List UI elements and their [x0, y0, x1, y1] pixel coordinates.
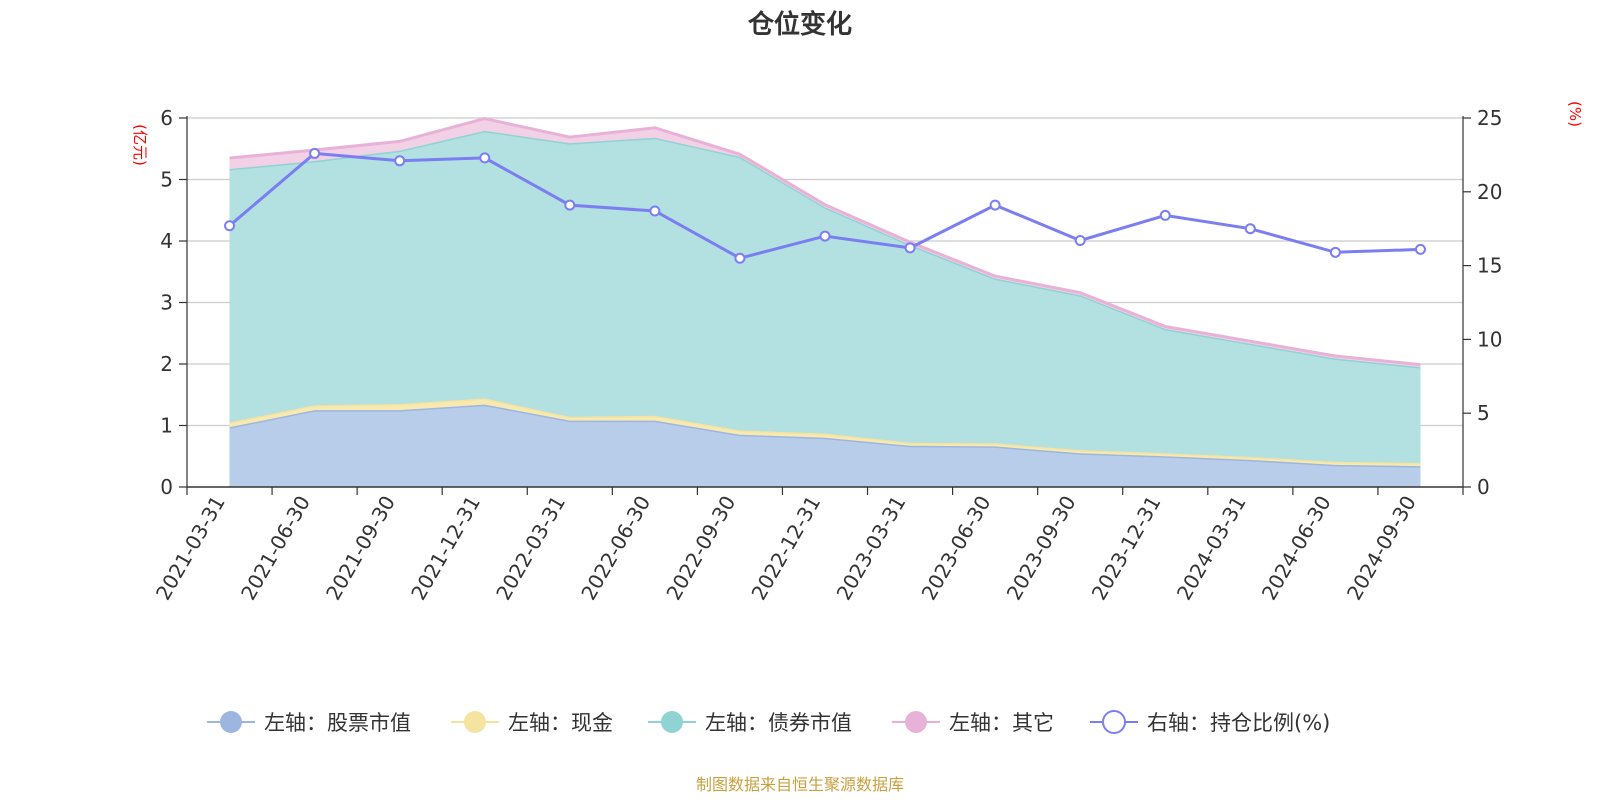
ratio-point: [649, 205, 661, 217]
ratio-point: [904, 242, 916, 254]
x-tick-label: 2023-03-31: [831, 492, 910, 605]
x-tick-label: 2022-12-31: [746, 492, 825, 605]
x-tick-label: 2021-09-30: [321, 492, 400, 605]
x-tick-label: 2024-09-30: [1342, 492, 1421, 605]
legend: 左轴：股票市值 左轴：现金 左轴：债券市值 左轴：其它 右轴：持仓比例(%): [207, 710, 1330, 735]
x-tick-label: 2024-03-31: [1172, 492, 1251, 605]
right-tick-label: 0: [1477, 475, 1490, 499]
ratio-point: [989, 199, 1001, 211]
legend-label-0: 左轴：股票市值: [264, 711, 411, 735]
left-tick-label: 6: [160, 106, 173, 130]
legend-label-4: 右轴：持仓比例(%): [1147, 711, 1330, 735]
x-tick-label: 2021-03-31: [151, 492, 230, 605]
left-tick-label: 2: [160, 352, 173, 376]
x-tick-label: 2022-06-30: [576, 492, 655, 605]
ratio-point: [309, 147, 321, 159]
source-note: 制图数据来自恒生聚源数据库: [696, 775, 904, 794]
legend-marker-1: [464, 711, 486, 733]
right-tick-label: 15: [1477, 254, 1502, 278]
ratio-point: [564, 199, 576, 211]
legend-marker-3: [905, 711, 927, 733]
legend-label-1: 左轴：现金: [508, 711, 613, 735]
legend-marker-2: [661, 711, 683, 733]
x-tick-label: 2021-06-30: [236, 492, 315, 605]
x-tick-label: 2021-12-31: [406, 492, 485, 605]
ratio-point: [224, 220, 236, 232]
ratio-point: [1414, 243, 1426, 255]
chart-title: 仓位变化: [747, 9, 852, 40]
ratio-point: [1159, 209, 1171, 221]
ratio-point: [1244, 223, 1256, 235]
right-axis-unit: (%): [1566, 101, 1584, 127]
legend-label-3: 左轴：其它: [949, 711, 1054, 735]
left-axis-unit: (亿元): [131, 124, 149, 166]
left-tick-label: 0: [160, 475, 173, 499]
x-tick-label: 2022-09-30: [661, 492, 740, 605]
x-tick-label: 2024-06-30: [1257, 492, 1336, 605]
left-tick-label: 1: [160, 414, 173, 438]
legend-label-2: 左轴：债券市值: [705, 711, 852, 735]
stacked-areas: [229, 117, 1421, 487]
ratio-point: [819, 230, 831, 242]
right-tick-label: 5: [1477, 401, 1490, 425]
ratio-point: [394, 155, 406, 167]
area-series-0: [229, 404, 1421, 487]
left-tick-label: 5: [160, 168, 173, 192]
x-tick-label: 2023-09-30: [1002, 492, 1081, 605]
x-tick-label: 2023-12-31: [1087, 492, 1166, 605]
area-series-line-3: [229, 117, 1421, 367]
x-tick-label: 2022-03-31: [491, 492, 570, 605]
left-tick-label: 3: [160, 291, 173, 315]
ratio-point: [734, 252, 746, 264]
right-tick-label: 10: [1477, 327, 1502, 351]
ratio-point: [1074, 235, 1086, 247]
area-series-2: [229, 130, 1421, 463]
legend-marker-4: [1102, 710, 1126, 734]
left-tick-label: 4: [160, 229, 173, 253]
ratio-point: [1329, 246, 1341, 258]
ratio-line-group: [224, 147, 1426, 264]
ratio-point: [479, 152, 491, 164]
right-tick-label: 20: [1477, 180, 1502, 204]
legend-marker-0: [220, 711, 242, 733]
right-tick-label: 25: [1477, 106, 1502, 130]
x-tick-label: 2023-06-30: [917, 492, 996, 605]
